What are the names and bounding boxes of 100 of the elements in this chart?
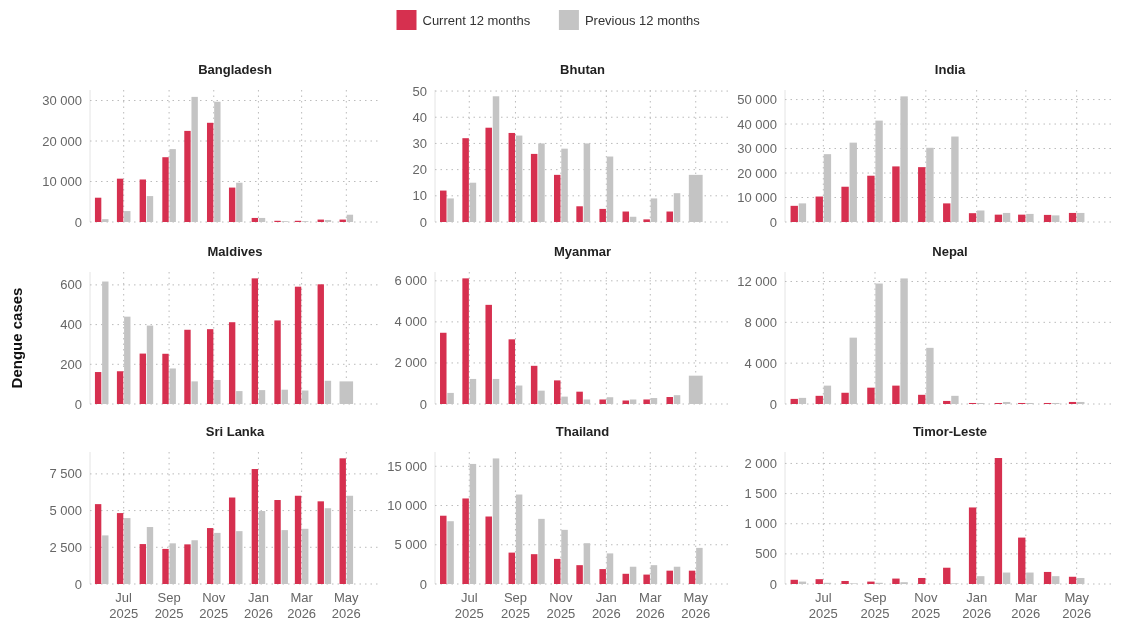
- bar: [1068, 576, 1077, 584]
- y-tick-label: 0: [74, 576, 82, 592]
- bar: [228, 497, 236, 584]
- y-tick-label: 0: [769, 396, 777, 412]
- y-tick-label: 0: [769, 214, 777, 230]
- bar: [790, 205, 798, 222]
- bar: [508, 132, 516, 222]
- x-tick-label: Jul 2025: [109, 590, 139, 621]
- chart-title: Timor-Leste: [912, 424, 988, 439]
- bar: [508, 339, 516, 404]
- bar: [1068, 212, 1077, 222]
- bar: [666, 570, 673, 584]
- legend-label: Previous 12 months: [584, 12, 701, 28]
- bar: [892, 385, 900, 404]
- bar: [554, 174, 561, 222]
- bar: [94, 504, 102, 584]
- y-tick-label: 12 000: [737, 274, 777, 290]
- bar: [462, 278, 469, 404]
- bar: [892, 166, 900, 222]
- bar: [994, 458, 1003, 584]
- bar: [599, 208, 606, 222]
- y-tick-label: 20 000: [42, 133, 82, 149]
- bar: [116, 513, 124, 584]
- y-tick-label: 30 000: [737, 141, 777, 157]
- bar: [462, 498, 469, 584]
- bar: [1068, 401, 1077, 404]
- y-tick-label: 200: [60, 356, 82, 372]
- bar: [841, 186, 849, 222]
- bar: [918, 577, 926, 584]
- x-tick-label: Nov 2025: [199, 590, 229, 621]
- y-tick-label: 10 000: [42, 174, 82, 190]
- y-tick-label: 2 500: [49, 539, 82, 555]
- bar: [841, 580, 849, 584]
- bar: [599, 569, 606, 584]
- bar: [867, 387, 875, 404]
- y-tick-label: 8 000: [744, 314, 777, 330]
- x-tick-label: Sep 2025: [154, 590, 184, 621]
- bar: [116, 371, 124, 404]
- bar: [994, 214, 1003, 222]
- y-tick-label: 1 500: [744, 486, 777, 502]
- bar: [576, 565, 583, 584]
- x-tick-label: Nov 2025: [546, 590, 576, 621]
- y-tick-label: 500: [755, 546, 777, 562]
- y-tick-label: 0: [769, 576, 777, 592]
- x-tick-label: Jan 2026: [591, 590, 621, 621]
- bar: [943, 400, 951, 404]
- y-tick-label: 15 000: [387, 458, 427, 474]
- x-tick-label: May 2026: [681, 590, 711, 621]
- y-tick-label: 0: [419, 576, 427, 592]
- legend-label: Current 12 months: [422, 12, 531, 28]
- chart-title: India: [934, 62, 966, 77]
- y-tick-label: 50 000: [737, 92, 777, 108]
- bar: [440, 190, 447, 222]
- bar: [94, 197, 102, 222]
- bar: [206, 122, 214, 222]
- bar: [440, 515, 447, 584]
- y-tick-label: 5 000: [394, 537, 427, 553]
- x-tick-label: Sep 2025: [860, 590, 890, 621]
- y-tick-label: 30: [412, 135, 427, 151]
- bar: [228, 322, 236, 404]
- y-axis-title: Dengue cases: [8, 287, 25, 389]
- y-tick-label: 0: [419, 214, 427, 230]
- bar: [576, 391, 583, 404]
- bar: [485, 304, 492, 404]
- bar: [815, 579, 823, 584]
- y-tick-label: 0: [74, 396, 82, 412]
- bar: [968, 213, 977, 222]
- y-tick-label: 0: [74, 214, 82, 230]
- bar: [1043, 571, 1052, 584]
- bar: [339, 458, 346, 584]
- x-tick-label: May 2026: [331, 590, 361, 621]
- bar: [666, 211, 673, 222]
- bar: [554, 380, 561, 404]
- y-tick-label: 5 000: [49, 503, 82, 519]
- bar: [184, 544, 191, 584]
- x-tick-label: Mar 2026: [635, 590, 665, 621]
- bar: [294, 286, 302, 404]
- bar: [116, 178, 124, 222]
- bar: [462, 138, 469, 222]
- bar: [943, 203, 951, 222]
- x-tick-label: Jul 2025: [454, 590, 484, 621]
- bar: [1043, 214, 1052, 222]
- bar: [530, 153, 538, 222]
- bar: [790, 579, 798, 584]
- x-tick-label: Nov 2025: [911, 590, 941, 621]
- chart-title: Thailand: [555, 424, 610, 439]
- bar: [162, 157, 169, 222]
- y-tick-label: 10 000: [387, 498, 427, 514]
- bar: [643, 574, 650, 584]
- bar: [530, 365, 538, 404]
- bar: [228, 187, 236, 222]
- y-tick-label: 2 000: [744, 456, 777, 471]
- x-tick-label: Jan 2026: [243, 590, 273, 621]
- bar: [530, 554, 538, 584]
- bar: [139, 544, 146, 584]
- chart-title: Nepal: [932, 244, 968, 259]
- x-tick-label: Jul 2025: [808, 590, 838, 621]
- bar: [576, 206, 583, 222]
- bar: [622, 573, 630, 584]
- bar: [892, 578, 900, 584]
